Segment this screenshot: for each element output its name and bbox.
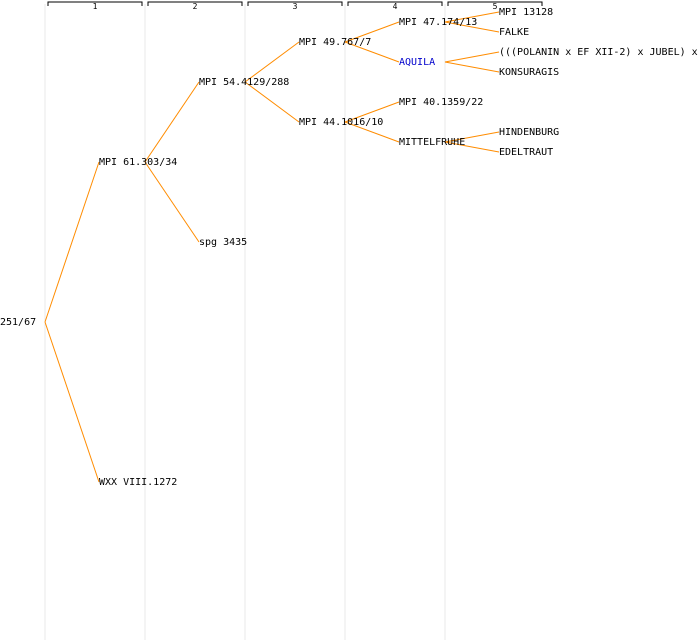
node-label-n7[interactable]: MPI 47.174/13: [399, 17, 477, 28]
node-label-n2[interactable]: WXX VIII.1272: [99, 477, 177, 488]
node-label-n10[interactable]: MITTELFRUHE: [399, 137, 465, 148]
generation-header-3: 3: [247, 1, 343, 11]
generation-header-1: 1: [47, 1, 143, 11]
generation-bracket: [47, 1, 143, 6]
generation-header-5: 5: [447, 1, 543, 11]
edge-n3-n5: [244, 41, 300, 83]
node-label-n11[interactable]: MPI 13128: [499, 7, 553, 18]
node-label-n14[interactable]: KONSURAGIS: [499, 67, 559, 78]
generation-number: 1: [93, 2, 98, 11]
node-label-n5[interactable]: MPI 49.767/7: [299, 37, 371, 48]
node-label-n6[interactable]: MPI 44.1016/10: [299, 117, 383, 128]
edge-n0-n2: [44, 321, 100, 483]
node-label-n15[interactable]: HINDENBURG: [499, 127, 559, 138]
generation-bracket: [247, 1, 343, 6]
node-label-n4[interactable]: spg 3435: [199, 237, 247, 248]
edge-n1-n3: [144, 81, 200, 163]
edge-n6-n9: [344, 101, 400, 123]
node-label-n12[interactable]: FALKE: [499, 27, 529, 38]
generation-column-lines: [44, 4, 446, 640]
edge-n10-n15: [444, 131, 500, 143]
generation-number: 5: [493, 2, 498, 11]
generation-headers: 1 2 3 4 5: [47, 1, 543, 11]
node-label-n9[interactable]: MPI 40.1359/22: [399, 97, 483, 108]
edge-n10-n16: [444, 141, 500, 153]
generation-bracket: [347, 1, 443, 6]
generation-header-4: 4: [347, 1, 443, 11]
generation-number: 4: [393, 2, 398, 11]
pedigree-edges: [44, 11, 500, 483]
generation-bracket: [147, 1, 243, 6]
edge-n5-n8: [344, 41, 400, 63]
generation-number: 3: [293, 2, 298, 11]
edge-n8-n13: [444, 51, 500, 63]
node-label-n16[interactable]: EDELTRAUT: [499, 147, 553, 158]
edge-n3-n6: [244, 81, 300, 123]
node-label-n8[interactable]: AQUILA: [399, 57, 435, 68]
node-label-n3[interactable]: MPI 54.4129/288: [199, 77, 289, 88]
edge-n8-n14: [444, 61, 500, 73]
pedigree-node-labels: 251/67 MPI 61.303/34 WXX VIII.1272 MPI 54.4…: [0, 7, 698, 488]
edge-n7-n12: [444, 21, 500, 33]
edge-n6-n10: [344, 121, 400, 143]
edge-n0-n1: [44, 161, 100, 323]
edge-n5-n7: [344, 21, 400, 43]
generation-number: 2: [193, 2, 198, 11]
node-label-n13[interactable]: (((POLANIN x EF XII-2) x JUBEL) x: [499, 47, 698, 58]
generation-bracket: [447, 1, 543, 6]
node-label-n1[interactable]: MPI 61.303/34: [99, 157, 177, 168]
edge-n1-n4: [144, 161, 200, 243]
node-label-n0[interactable]: 251/67: [0, 317, 36, 328]
edge-n7-n11: [444, 11, 500, 23]
generation-header-2: 2: [147, 1, 243, 11]
